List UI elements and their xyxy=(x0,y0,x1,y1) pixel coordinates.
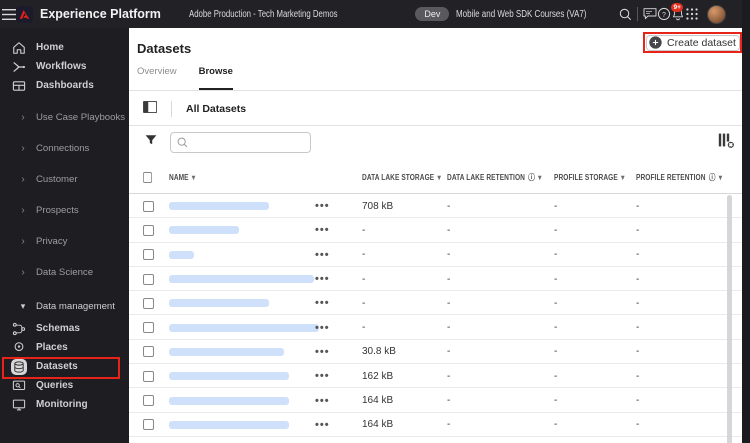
svg-text:?: ? xyxy=(662,12,666,19)
